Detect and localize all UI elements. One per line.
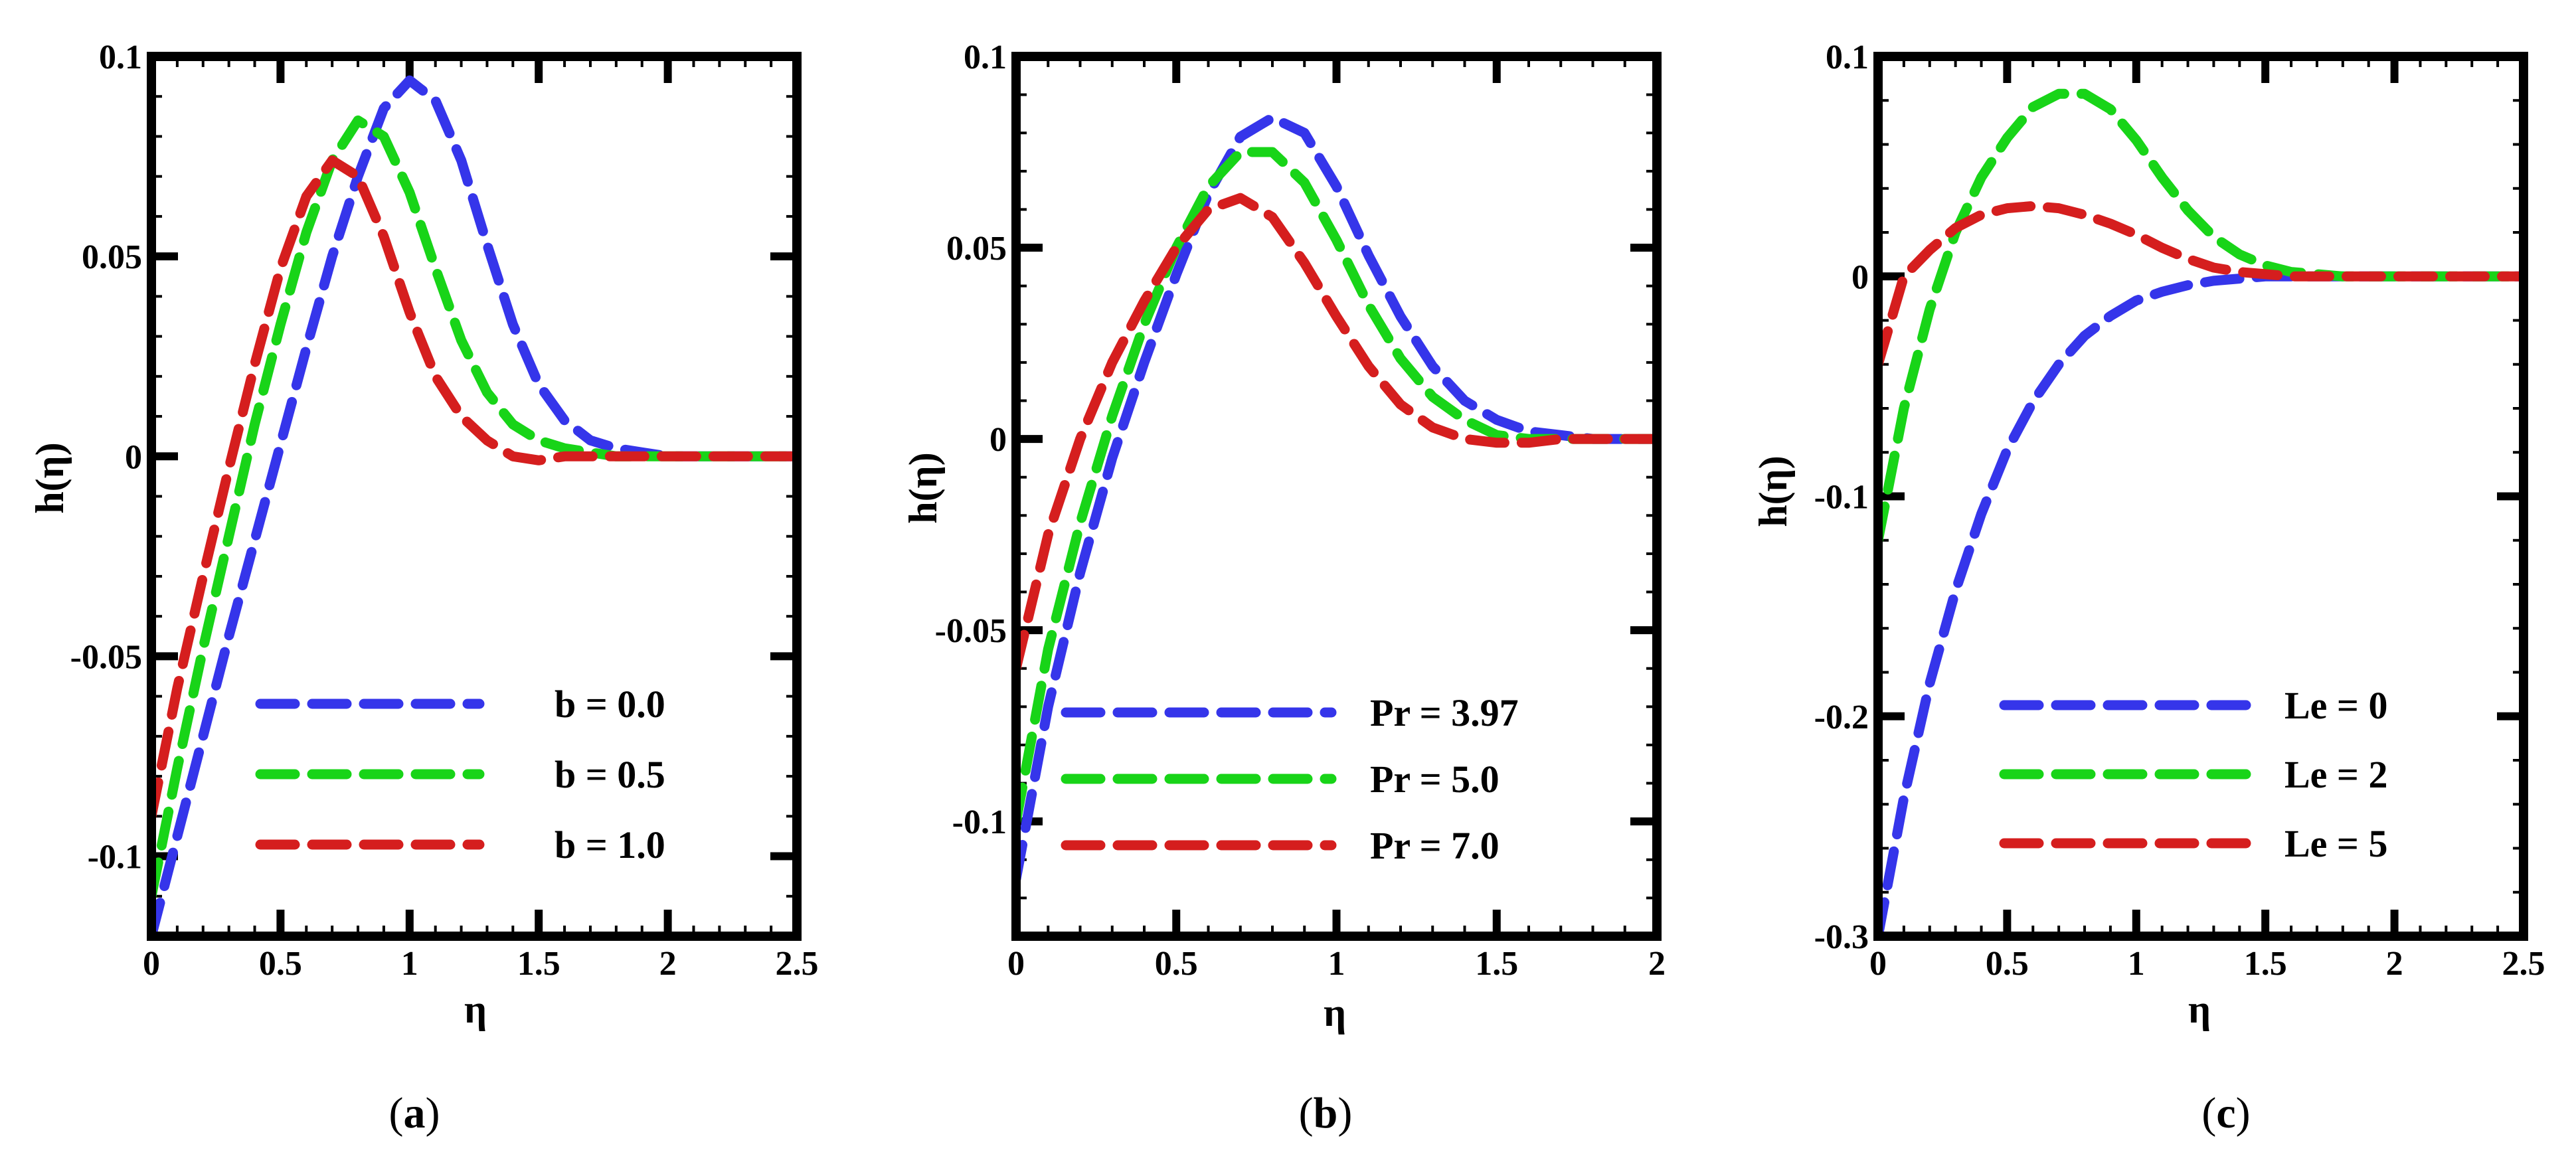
panel-a-y-tick-label: -0.1 [88, 839, 142, 876]
panel-a-ylabel: h(η) [28, 442, 72, 513]
panel-a-y-tick-label: -0.05 [70, 638, 142, 676]
panel-a-plot-frame [147, 52, 802, 941]
panel-b-caption: (b) [1299, 1089, 1353, 1137]
panel-a-x-tick-label: 0.5 [259, 945, 302, 983]
panel-b-x-tick-label: 1.5 [1475, 945, 1518, 983]
panel-b-x-tick-label: 2 [1648, 945, 1666, 983]
panel-c-series-2-line [1878, 88, 2524, 546]
panel-b-x-tick-label: 0 [1007, 945, 1025, 983]
panel-c-legend-label-2: Le = 2 [2284, 753, 2387, 796]
panel-a-caption: (a) [389, 1089, 440, 1137]
panel-a-x-tick-label: 1 [401, 945, 418, 983]
panel-b-legend-label-3: Pr = 7.0 [1370, 824, 1500, 867]
panel-b-x-tick-label: 0.5 [1155, 945, 1198, 983]
panel-c-x-tick-label: 0.5 [1986, 945, 2029, 983]
panel-a-legend-label-1: b = 0.0 [555, 683, 665, 726]
panel-b-series-3-line [1016, 193, 1657, 674]
panel-b-legend-label-1: Pr = 3.97 [1370, 691, 1519, 734]
panel-c-y-tick-label: 0 [1851, 258, 1869, 296]
panel-a-x-tick-label: 2 [659, 945, 677, 983]
panel-a-y-tick-label: 0.05 [82, 238, 142, 276]
panel-b-y-tick-label: -0.05 [935, 612, 1007, 650]
panel-c-legend-label-3: Le = 5 [2284, 822, 2387, 865]
panel-a-x-tick-label: 1.5 [517, 945, 560, 983]
panel-a-y-tick-label: 0 [125, 438, 142, 476]
panel-b-y-tick-label: 0.05 [946, 230, 1007, 268]
panel-b-xlabel: η [1324, 991, 1346, 1034]
panel-b-series-1-line [1016, 112, 1657, 884]
panel-b-y-tick-label: -0.1 [952, 803, 1007, 841]
panel-a-series-2-line [151, 115, 797, 902]
panel-c-ylabel: h(η) [1751, 455, 1795, 527]
panel-c-xlabel: η [2188, 987, 2211, 1031]
panel-a-series-1-line [151, 75, 797, 936]
panel-c-caption: (c) [2201, 1089, 2250, 1137]
panel-c-series-1-line [1878, 271, 2524, 936]
panel-c-plot-frame [1873, 52, 2528, 941]
panel-b-legend: Pr = 3.97 Pr = 5.0 Pr = 7.0 [1061, 691, 1519, 867]
panel-c-legend-label-1: Le = 0 [2284, 684, 2387, 727]
panel-b-y-tick-label: 0 [989, 421, 1007, 459]
panel-a-legend-label-3: b = 1.0 [555, 823, 665, 866]
panel-a-legend-label-2: b = 0.5 [555, 753, 665, 796]
panel-c: 0 0.5 1 1.5 2 2.5-0.3-0.2-0.100.1 Le = 0Le = … [1751, 39, 2545, 1137]
panel-b-plot-frame [1011, 52, 1662, 941]
panel-c-series-3-line [1878, 201, 2524, 370]
panel-c-y-tick-label: -0.3 [1814, 918, 1869, 956]
panel-c-x-tick-label: 2.5 [2502, 945, 2545, 983]
panel-c-y-tick-label: 0.1 [1826, 39, 1869, 76]
panel-c-x-tick-label: 0 [1869, 945, 1887, 983]
panel-b-y-tick-label: 0.1 [964, 39, 1007, 76]
panel-a-x-tick-label: 0 [143, 945, 160, 983]
panel-b-x-tick-label: 1 [1328, 945, 1345, 983]
panel-c-marks: 0 0.5 1 1.5 2 2.5 -0.3 -0.2 -0.1 0 0.1 [1814, 39, 2545, 983]
panel-b-marks: 0 0.5 1 1.5 2 -0.1 -0.05 0 0.05 0.1 [935, 39, 1666, 983]
panel-b-series-2-line [1016, 147, 1657, 827]
panel-a-marks: 0 0.5 1 1.5 2 2.5 -0.1 -0.05 0 0.05 0.1 [70, 39, 819, 983]
panel-c-y-tick-label: -0.2 [1814, 699, 1869, 736]
panel-b-legend-label-2: Pr = 5.0 [1370, 758, 1500, 801]
panel-b-ylabel: h(η) [901, 452, 945, 523]
panel-a-legend: b = 0.0 b = 0.5 b = 1.0 [255, 683, 665, 866]
panel-c-y-tick-label: -0.1 [1814, 479, 1869, 517]
panel-c-legend: Le = 0 Le = 2 Le = 5 [1999, 684, 2387, 865]
panel-c-x-tick-label: 2 [2386, 945, 2403, 983]
panel-a-xlabel: η [464, 987, 487, 1031]
panel-c-x-tick-label: 1.5 [2244, 945, 2287, 983]
panel-a-y-tick-label: 0.1 [99, 39, 142, 76]
panel-a-x-tick-label: 2.5 [776, 945, 819, 983]
panel-a-series-3-line [151, 155, 797, 821]
panel-c-x-tick-label: 1 [2128, 945, 2145, 983]
